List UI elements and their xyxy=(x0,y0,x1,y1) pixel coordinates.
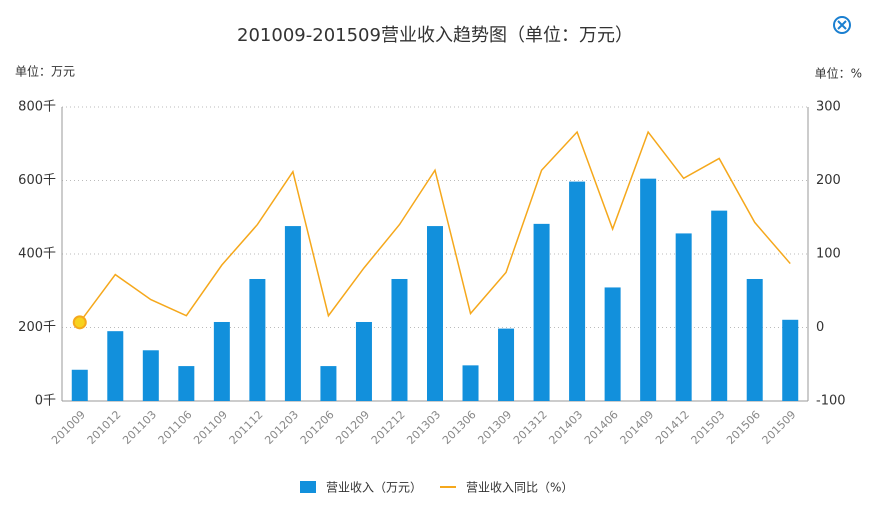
bar xyxy=(107,331,124,401)
x-tick-label: 201112 xyxy=(227,408,266,447)
x-tick-label: 201206 xyxy=(298,408,337,447)
x-tick-label: 201106 xyxy=(156,408,195,447)
line xyxy=(79,130,791,323)
x-tick-label: 201303 xyxy=(404,408,443,447)
y2-unit: 单位：% xyxy=(815,66,862,81)
bar xyxy=(533,223,550,401)
x-tick-label: 201103 xyxy=(120,408,159,447)
x-tick-label: 201203 xyxy=(262,408,301,447)
x-tick-label: 201209 xyxy=(333,408,372,447)
x-tick-label: 201312 xyxy=(511,408,550,447)
x-tick-label: 201212 xyxy=(369,408,408,447)
bar xyxy=(498,328,515,401)
y2-tick-label: 300 xyxy=(816,100,841,115)
y-tick-label: 600千 xyxy=(18,173,56,188)
x-tick-label: 201009 xyxy=(49,408,88,447)
bar xyxy=(178,366,195,401)
bar xyxy=(71,369,88,401)
y2-tick-label: 100 xyxy=(816,247,841,262)
bar xyxy=(782,319,799,401)
y-unit: 单位：万元 xyxy=(15,64,75,79)
y-tick-label: 800千 xyxy=(18,100,56,115)
legend-label: 营业收入同比（%） xyxy=(466,481,573,495)
x-tick-label: 201309 xyxy=(475,408,514,447)
y2-tick-label: -100 xyxy=(816,394,846,409)
bar xyxy=(604,287,621,401)
bar xyxy=(462,365,479,401)
bar xyxy=(711,210,728,401)
y-tick-label: 400千 xyxy=(18,247,56,262)
bar xyxy=(142,350,159,401)
highlight-point xyxy=(72,315,87,330)
x-tick-label: 201109 xyxy=(191,408,230,447)
bar xyxy=(249,278,266,401)
x-tick-label: 201406 xyxy=(582,408,621,447)
legend-swatch xyxy=(300,481,316,493)
y-tick-label: 200千 xyxy=(18,320,56,335)
x-tick-label: 201412 xyxy=(653,408,692,447)
x-tick-label: 201509 xyxy=(760,408,799,447)
bar xyxy=(746,278,763,401)
bar xyxy=(320,366,337,401)
x-tick-label: 201506 xyxy=(724,408,763,447)
x-tick-label: 201503 xyxy=(689,408,728,447)
y2-tick-label: 200 xyxy=(816,173,841,188)
x-tick-label: 201403 xyxy=(546,408,585,447)
x-tick-label: 201012 xyxy=(85,408,124,447)
y-tick-label: 0千 xyxy=(35,394,56,409)
x-tick-label: 201409 xyxy=(617,408,656,447)
bar xyxy=(640,178,657,401)
bar xyxy=(569,181,586,401)
bar xyxy=(391,278,408,401)
bar xyxy=(284,226,301,401)
bar xyxy=(355,321,372,401)
chart-title: 201009-201509营业收入趋势图（单位：万元） xyxy=(237,25,633,46)
legend-label: 营业收入（万元） xyxy=(326,481,422,495)
bar xyxy=(213,321,230,401)
x-tick-label: 201306 xyxy=(440,408,479,447)
y2-tick-label: 0 xyxy=(816,320,824,335)
close-button[interactable] xyxy=(833,16,851,34)
bar xyxy=(675,233,692,401)
bar xyxy=(427,226,443,401)
